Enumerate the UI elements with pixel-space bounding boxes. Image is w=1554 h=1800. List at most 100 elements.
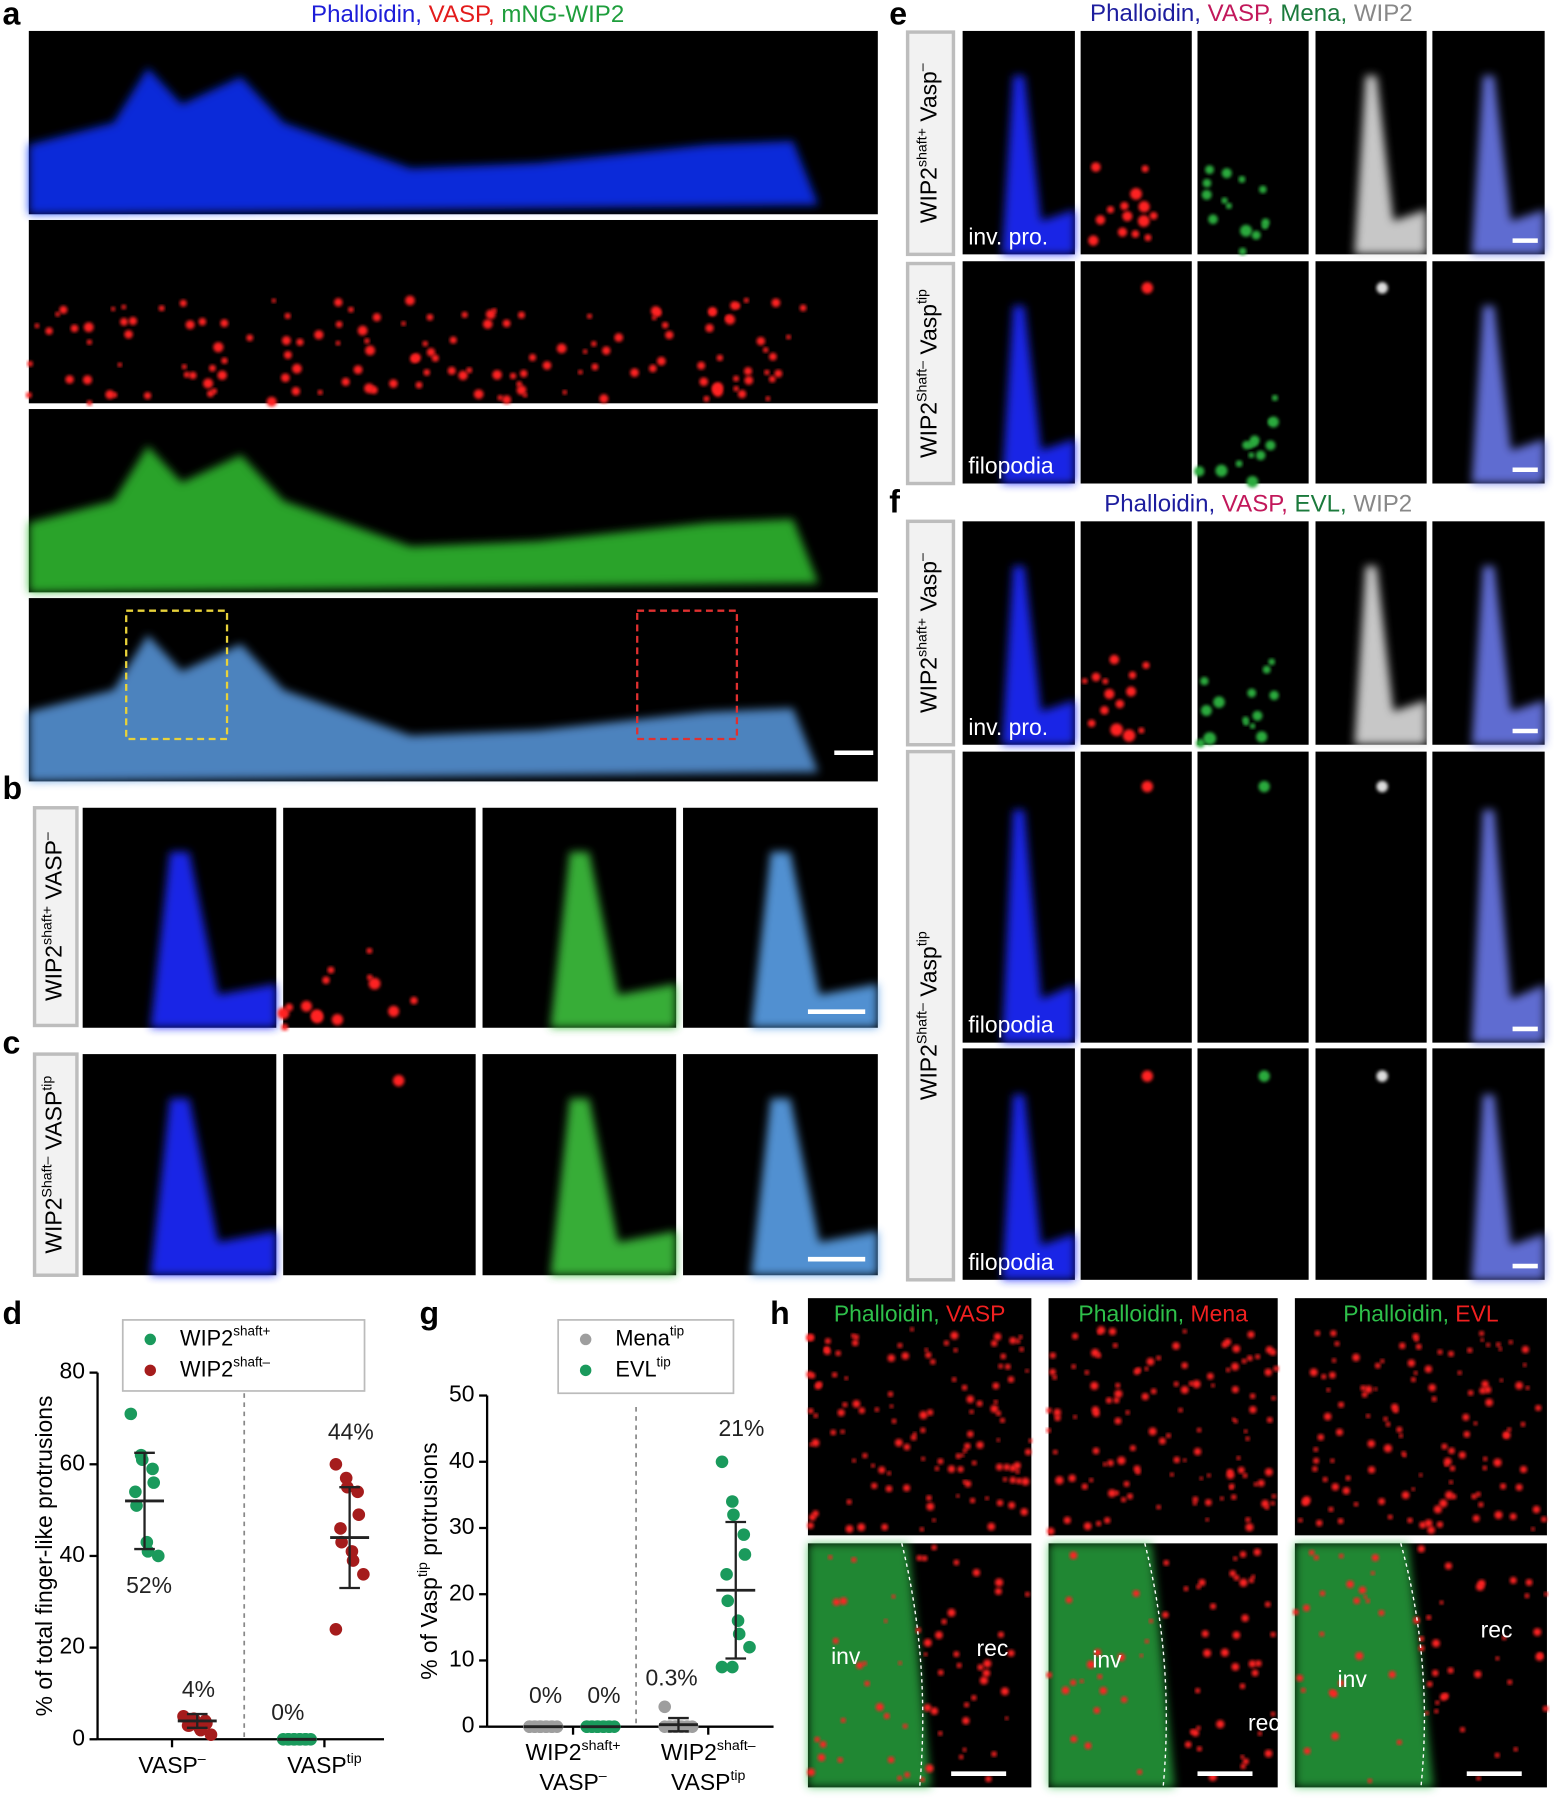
puncta (1148, 1618, 1154, 1624)
puncta (1478, 1501, 1484, 1508)
puncta (221, 357, 228, 364)
puncta (1046, 1527, 1055, 1536)
row-label-part: tip (914, 931, 930, 946)
puncta (1231, 1662, 1240, 1671)
puncta (599, 394, 609, 404)
puncta (1196, 1427, 1202, 1433)
puncta (1181, 1362, 1188, 1369)
puncta (1435, 1700, 1440, 1705)
puncta (996, 1499, 1004, 1507)
puncta (985, 1775, 992, 1783)
mean-label: 0% (271, 1699, 304, 1725)
puncta (1313, 1554, 1319, 1561)
panel-title-part: VASP (940, 1300, 1006, 1326)
puncta (1126, 1493, 1134, 1500)
row-label: WIP2Shaft– Vasptip (914, 931, 941, 1100)
puncta (528, 353, 537, 362)
puncta (492, 370, 502, 380)
puncta (1414, 1337, 1419, 1342)
puncta (1144, 1366, 1149, 1371)
puncta (70, 324, 79, 333)
row-label-part: VASP (41, 840, 67, 906)
puncta (1507, 1679, 1513, 1685)
puncta (1225, 1367, 1231, 1373)
puncta (1417, 1545, 1425, 1553)
puncta (807, 1334, 815, 1341)
puncta (864, 1680, 870, 1687)
protrusion (1354, 566, 1427, 745)
micrograph (1294, 1298, 1547, 1536)
data-point (147, 1476, 161, 1489)
puncta (86, 339, 93, 345)
puncta (1219, 1496, 1224, 1501)
puncta (1270, 1631, 1276, 1638)
puncta (709, 309, 716, 316)
puncta (765, 396, 771, 402)
puncta (370, 386, 378, 394)
puncta (1524, 1593, 1530, 1599)
puncta (1265, 440, 1276, 451)
row-label-box (32, 806, 79, 1028)
row-label-part: WIP2 (41, 945, 67, 1001)
legend-label: Menatip (615, 1323, 684, 1350)
puncta (1117, 1653, 1126, 1662)
panel-letter: d (2, 1295, 22, 1331)
y-tick-label: 20 (59, 1633, 84, 1659)
puncta (1385, 1421, 1391, 1427)
puncta (55, 311, 61, 317)
puncta (364, 338, 370, 344)
puncta (1353, 1597, 1361, 1605)
puncta (1049, 1368, 1056, 1376)
puncta (1352, 1353, 1360, 1362)
protrusion (751, 1098, 878, 1276)
puncta (881, 1523, 889, 1531)
data-point (357, 1567, 370, 1581)
puncta (458, 370, 468, 381)
puncta (982, 1669, 991, 1678)
puncta (1313, 1447, 1319, 1452)
x-tick-label-part: tip (730, 1768, 745, 1784)
puncta (1084, 1370, 1090, 1375)
puncta (1496, 1342, 1501, 1347)
protrusion (751, 851, 878, 1028)
puncta (334, 298, 343, 307)
data-point (715, 1660, 729, 1674)
panel-title-part: WIP2 (1347, 0, 1412, 27)
puncta (366, 947, 373, 954)
puncta (1242, 1758, 1249, 1765)
x-tick-label-part: VASP (539, 1769, 598, 1795)
puncta (1061, 1686, 1070, 1695)
puncta (502, 319, 511, 328)
data-point (151, 1549, 165, 1563)
puncta (983, 1659, 992, 1668)
puncta (957, 1466, 964, 1473)
puncta (449, 336, 457, 344)
puncta (1112, 1343, 1118, 1348)
puncta (931, 1544, 937, 1551)
puncta (1015, 1477, 1023, 1485)
row-label-part: Vasp (916, 946, 942, 1003)
tip-spot (1258, 780, 1270, 793)
puncta (990, 1340, 998, 1347)
puncta (963, 1702, 970, 1708)
puncta (840, 1717, 846, 1723)
puncta (813, 1413, 819, 1418)
puncta (280, 373, 290, 383)
tip-spot (1376, 282, 1388, 294)
puncta (1108, 1327, 1117, 1336)
puncta (1148, 1427, 1157, 1436)
puncta (998, 1363, 1004, 1369)
puncta (1513, 1747, 1518, 1752)
puncta (832, 1637, 839, 1644)
tip-spot (1141, 1070, 1154, 1082)
puncta (82, 375, 93, 385)
puncta (1532, 1505, 1541, 1514)
puncta (1178, 1407, 1183, 1413)
puncta (1009, 1476, 1017, 1484)
puncta (947, 1608, 956, 1617)
puncta (962, 1479, 967, 1484)
puncta (1114, 1417, 1122, 1425)
puncta (311, 1011, 324, 1024)
panel-title-part: Phalloidin, (1090, 0, 1201, 27)
micrograph (283, 1054, 476, 1276)
